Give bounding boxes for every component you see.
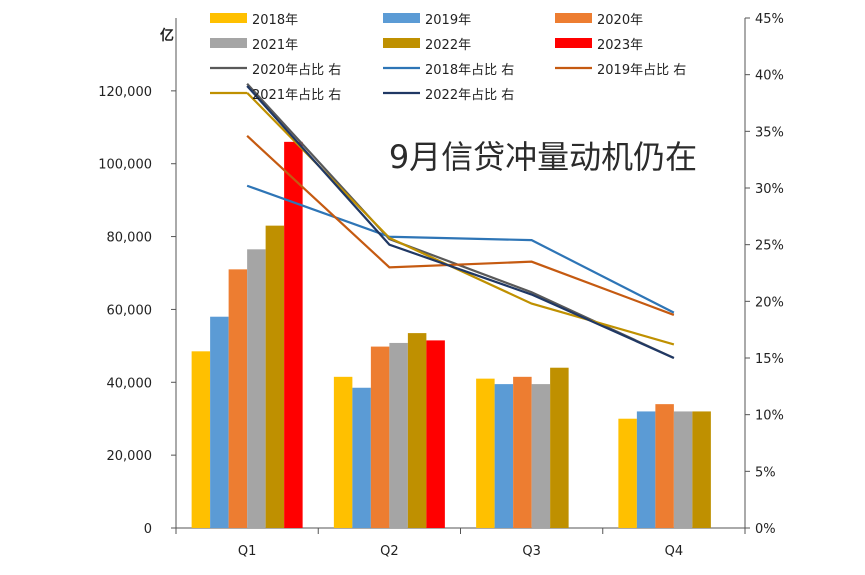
bar <box>618 418 637 528</box>
bar <box>692 411 711 528</box>
bar <box>531 384 551 528</box>
bar <box>247 249 266 529</box>
legend-swatch <box>383 13 420 23</box>
series-line <box>246 85 675 360</box>
legend-entry: 2018年占比 右 <box>425 63 514 78</box>
bar <box>494 384 514 528</box>
bar <box>352 387 371 528</box>
bar <box>655 404 674 528</box>
y-right-tick-label: 40% <box>755 69 784 84</box>
y-right-tick-label: 15% <box>755 352 784 367</box>
y-left-tick-label: 0 <box>144 522 152 537</box>
y-right-tick-label: 5% <box>755 465 776 480</box>
x-tick-label: Q1 <box>238 544 257 559</box>
y-left-tick-label: 80,000 <box>107 231 153 246</box>
series-line <box>246 92 675 346</box>
y-left-tick-label: 20,000 <box>107 449 153 464</box>
legend-swatch <box>383 38 420 48</box>
bar <box>191 351 211 528</box>
legend-entry: 2022年 <box>425 38 471 53</box>
y-left-tick-label: 100,000 <box>98 158 152 173</box>
legend-entry: 2022年占比 右 <box>425 88 514 103</box>
series-line <box>246 135 675 316</box>
bar <box>370 346 390 528</box>
y-left-tick-label: 120,000 <box>98 85 152 100</box>
y-right-tick-label: 45% <box>755 12 784 27</box>
bar <box>210 316 229 528</box>
legend-entry: 2021年 <box>252 38 298 53</box>
bar <box>407 333 427 528</box>
bar <box>513 376 532 528</box>
bar <box>284 141 303 528</box>
legend-swatch <box>555 38 592 48</box>
legend-entry: 2020年占比 右 <box>252 63 341 78</box>
series-line <box>246 184 675 314</box>
legend-entry: 2018年 <box>252 13 298 28</box>
x-tick-label: Q4 <box>665 544 684 559</box>
x-tick-label: Q2 <box>380 544 399 559</box>
y-right-tick-label: 25% <box>755 239 784 254</box>
y-right-tick-label: 30% <box>755 182 784 197</box>
bar <box>265 225 285 528</box>
legend-entry: 2020年 <box>597 13 643 28</box>
legend-swatch <box>555 13 592 23</box>
series-line <box>246 82 675 359</box>
bar <box>636 411 656 528</box>
bar <box>228 269 248 528</box>
bar <box>389 342 408 528</box>
legend-swatch <box>210 13 247 23</box>
legend-entry: 2023年 <box>597 38 643 53</box>
bar <box>673 411 693 528</box>
bar <box>426 340 445 528</box>
x-tick-label: Q3 <box>522 544 541 559</box>
overlay-text: 9月信贷冲量动机仍在 <box>389 138 697 176</box>
bar <box>550 367 569 528</box>
y-left-tick-label: 60,000 <box>107 303 153 318</box>
unit-label: 亿 <box>160 27 174 44</box>
legend-swatch <box>210 38 247 48</box>
legend-entry: 2019年 <box>425 13 471 28</box>
y-right-tick-label: 10% <box>755 409 784 424</box>
y-left-tick-label: 40,000 <box>107 376 153 391</box>
y-right-tick-label: 0% <box>755 522 776 537</box>
legend-entry: 2019年占比 右 <box>597 63 686 78</box>
legend-entry: 2021年占比 右 <box>252 88 341 103</box>
y-right-tick-label: 20% <box>755 295 784 310</box>
bar <box>476 378 495 528</box>
y-right-tick-label: 35% <box>755 125 784 140</box>
bar <box>333 376 353 528</box>
